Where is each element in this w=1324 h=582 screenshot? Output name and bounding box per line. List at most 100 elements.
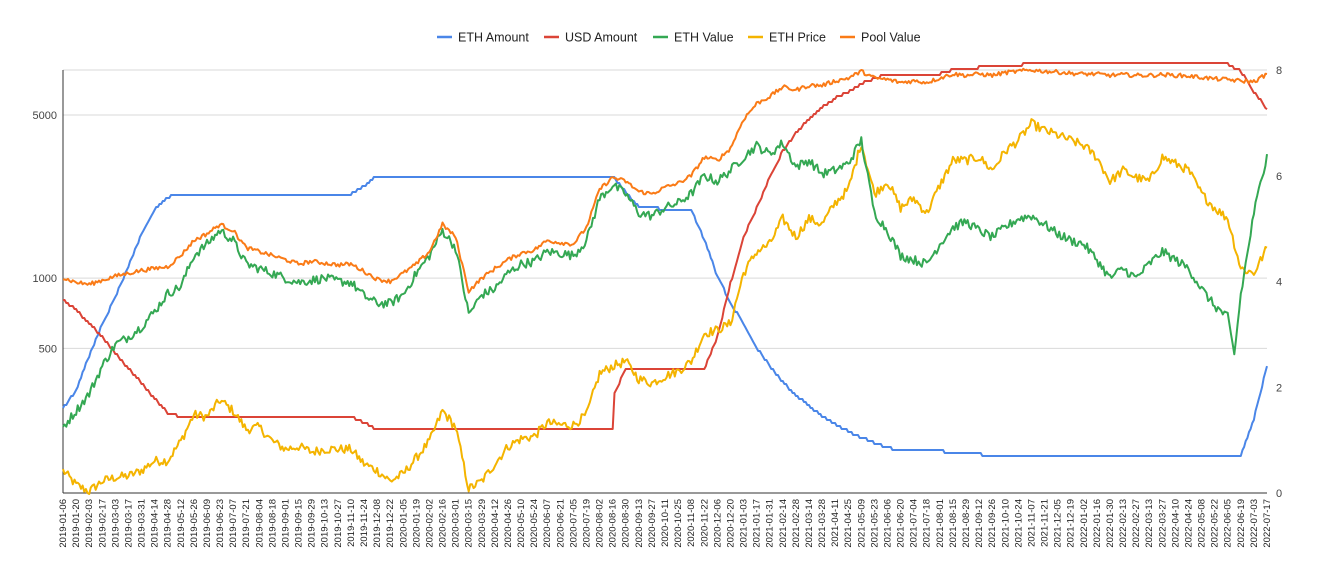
x-tick-label: 2022-01-02 — [1079, 499, 1090, 548]
x-tick-label: 2022-06-05 — [1223, 499, 1234, 548]
left-axis-ticks: 500 1000 5000 — [33, 110, 57, 355]
x-tick-label: 2021-02-14 — [778, 499, 789, 548]
x-axis-ticks: 2019-01-06 2019-01-20 2019-02-03 2019-02-17… — [58, 499, 1273, 548]
x-tick-label: 2020-07-19 — [581, 499, 592, 548]
x-tick-label: 2020-08-30 — [621, 499, 632, 548]
right-tick-label: 4 — [1276, 277, 1282, 289]
legend: ETH Amount USD Amount ETH Value ETH Price Po… — [437, 31, 921, 45]
x-tick-label: 2019-09-29 — [307, 499, 318, 548]
series-layer — [62, 62, 1268, 495]
legend-label-usd-amount: USD Amount — [565, 31, 638, 45]
x-tick-label: 2020-12-06 — [712, 499, 723, 548]
x-tick-label: 2020-09-13 — [634, 499, 645, 548]
x-tick-label: 2021-09-12 — [974, 499, 985, 548]
left-tick-label: 1000 — [33, 273, 57, 285]
x-tick-label: 2020-07-05 — [568, 499, 579, 548]
right-tick-label: 0 — [1276, 488, 1282, 500]
x-tick-label: 2021-03-14 — [804, 499, 815, 548]
x-tick-label: 2019-11-10 — [346, 499, 357, 547]
x-tick-label: 2021-08-01 — [935, 499, 946, 548]
x-tick-label: 2020-11-08 — [686, 499, 697, 547]
x-tick-label: 2020-06-21 — [555, 499, 566, 548]
x-tick-label: 2020-12-20 — [725, 499, 736, 548]
x-tick-label: 2019-09-01 — [280, 499, 291, 548]
x-tick-label: 2020-04-26 — [503, 499, 514, 548]
x-tick-label: 2019-11-24 — [359, 499, 370, 547]
x-tick-label: 2022-03-27 — [1157, 499, 1168, 548]
x-tick-label: 2021-01-03 — [739, 499, 750, 548]
x-tick-label: 2021-04-11 — [830, 499, 841, 547]
x-tick-label: 2019-08-18 — [267, 499, 278, 548]
x-tick-label: 2020-02-02 — [424, 499, 435, 548]
x-tick-label: 2022-01-30 — [1105, 499, 1116, 548]
x-tick-label: 2020-06-07 — [542, 499, 553, 548]
legend-label-pool-value: Pool Value — [861, 31, 921, 45]
x-tick-label: 2022-02-27 — [1131, 499, 1142, 548]
x-tick-label: 2019-03-03 — [110, 499, 121, 548]
x-tick-label: 2019-06-23 — [215, 499, 226, 548]
x-tick-label: 2020-10-25 — [673, 499, 684, 548]
x-tick-label: 2022-01-16 — [1092, 499, 1103, 548]
x-tick-label: 2019-08-04 — [254, 499, 265, 548]
x-tick-label: 2019-12-08 — [372, 499, 383, 548]
x-tick-label: 2020-09-27 — [647, 499, 658, 548]
x-tick-label: 2020-03-29 — [477, 499, 488, 548]
x-tick-label: 2021-12-19 — [1066, 499, 1077, 548]
x-tick-label: 2020-08-02 — [595, 499, 606, 548]
right-tick-label: 2 — [1276, 382, 1282, 394]
x-tick-label: 2019-10-27 — [333, 499, 344, 548]
axes — [62, 70, 1267, 494]
x-tick-label: 2021-10-24 — [1013, 499, 1024, 548]
x-tick-label: 2021-12-05 — [1053, 499, 1064, 548]
x-tick-label: 2020-04-12 — [490, 499, 501, 548]
series-line-pool-value — [63, 67, 1268, 294]
x-tick-label: 2019-04-14 — [150, 499, 161, 548]
x-tick-label: 2022-02-13 — [1118, 499, 1129, 548]
x-tick-label: 2020-03-01 — [451, 499, 462, 548]
left-tick-label: 5000 — [33, 110, 57, 122]
left-tick-label: 500 — [39, 343, 57, 355]
x-tick-label: 2022-07-17 — [1262, 499, 1273, 548]
x-tick-label: 2021-06-06 — [882, 499, 893, 548]
x-tick-label: 2022-03-13 — [1144, 499, 1155, 548]
x-tick-label: 2020-01-05 — [398, 499, 409, 548]
x-tick-label: 2020-01-19 — [411, 499, 422, 548]
x-tick-label: 2022-07-03 — [1249, 499, 1260, 548]
x-tick-label: 2019-01-06 — [58, 499, 69, 548]
x-tick-label: 2021-04-25 — [843, 499, 854, 548]
x-tick-label: 2021-07-18 — [922, 499, 933, 548]
x-tick-label: 2019-06-09 — [202, 499, 213, 548]
x-tick-label: 2019-03-17 — [123, 499, 134, 548]
x-tick-label: 2019-04-28 — [163, 499, 174, 548]
legend-label-eth-amount: ETH Amount — [458, 31, 529, 45]
x-tick-label: 2021-09-26 — [987, 499, 998, 548]
x-tick-label: 2020-03-15 — [464, 499, 475, 548]
right-axis-ticks: 0 2 4 6 8 — [1276, 65, 1282, 500]
x-tick-label: 2019-07-21 — [241, 499, 252, 548]
series-line-eth-value — [62, 136, 1268, 428]
x-tick-label: 2022-04-10 — [1170, 499, 1181, 548]
x-tick-label: 2020-10-11 — [660, 499, 671, 547]
x-tick-label: 2020-08-16 — [608, 499, 619, 548]
x-tick-label: 2020-05-24 — [529, 499, 540, 548]
x-tick-label: 2019-02-17 — [97, 499, 108, 548]
x-tick-label: 2021-03-28 — [817, 499, 828, 548]
x-tick-label: 2019-01-20 — [71, 499, 82, 548]
x-tick-label: 2021-02-28 — [791, 499, 802, 548]
x-tick-label: 2022-05-22 — [1210, 499, 1221, 548]
series-line-eth-price — [62, 118, 1268, 495]
x-tick-label: 2020-11-22 — [699, 499, 710, 547]
x-tick-label: 2021-05-23 — [869, 499, 880, 548]
x-tick-label: 2021-08-15 — [948, 499, 959, 548]
x-tick-label: 2021-11-21 — [1040, 499, 1051, 547]
series-line-usd-amount — [63, 62, 1268, 430]
x-tick-label: 2021-01-31 — [765, 499, 776, 548]
x-tick-label: 2021-08-29 — [961, 499, 972, 548]
x-tick-label: 2021-01-17 — [752, 499, 763, 548]
legend-label-eth-value: ETH Value — [674, 31, 734, 45]
x-tick-label: 2019-07-07 — [228, 499, 239, 548]
x-tick-label: 2019-03-31 — [137, 499, 148, 548]
x-tick-label: 2022-05-08 — [1197, 499, 1208, 548]
x-tick-label: 2021-06-20 — [896, 499, 907, 548]
